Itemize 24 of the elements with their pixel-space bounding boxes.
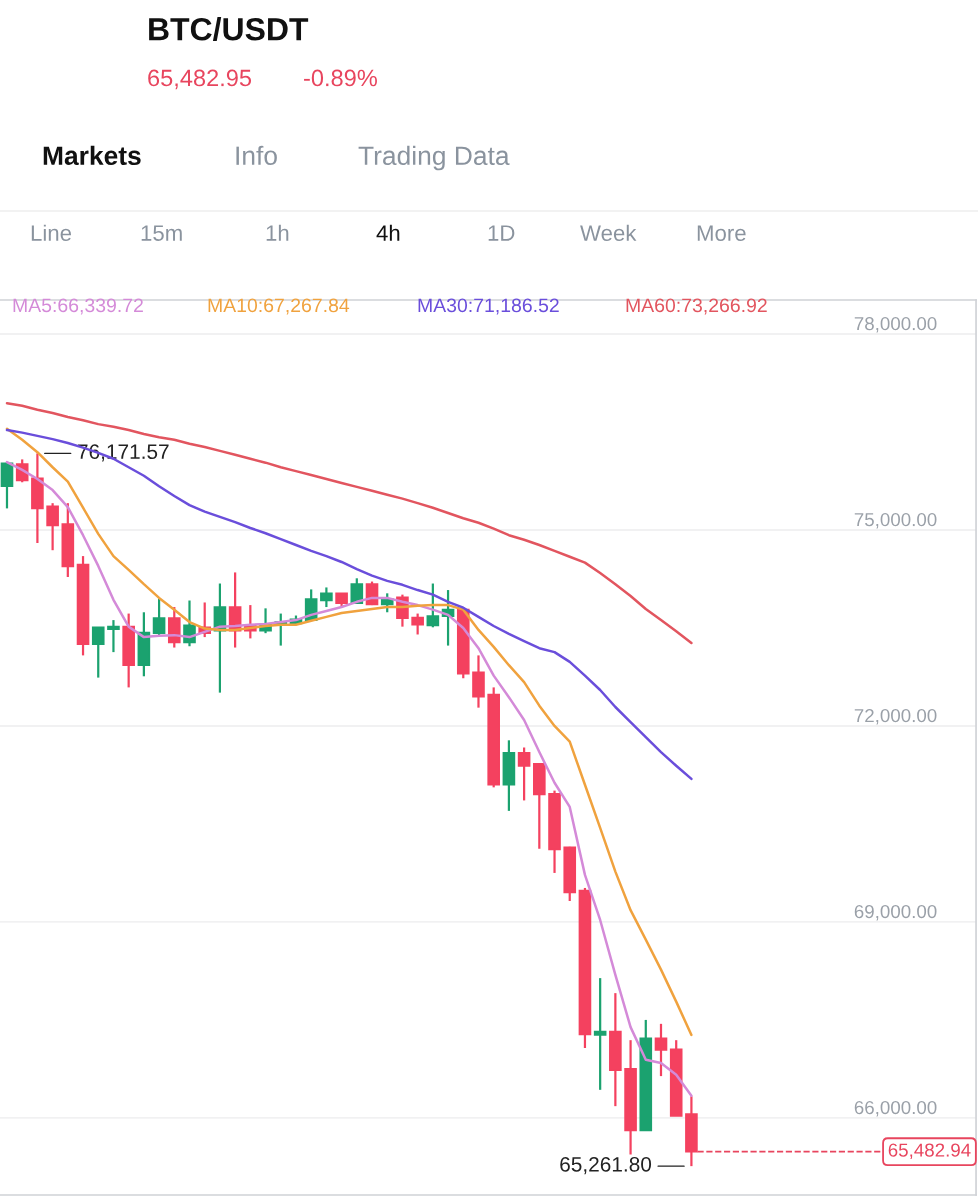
y-tick-label: 75,000.00: [854, 512, 937, 529]
text: 1h: [266, 224, 289, 241]
text: 15m: [141, 225, 182, 241]
text: MA30:71,186.52: [418, 298, 559, 315]
text: MA5:66,339.72: [13, 298, 143, 315]
chart-title: BTC/USDT: [149, 17, 309, 41]
text: Markets: [43, 145, 141, 166]
text: -0.89%: [304, 69, 377, 87]
text: 4h: [376, 224, 400, 241]
y-tick-label: 69,000.00: [854, 904, 937, 921]
text: Line: [31, 224, 72, 241]
y-tick-label: 72,000.00: [854, 708, 937, 725]
y-tick-label: 78,000.00: [854, 316, 937, 333]
text: Trading Data: [358, 145, 510, 171]
text: MA10:67,267.84: [208, 298, 350, 315]
text: MA60:73,266.92: [626, 298, 767, 315]
ref-line-label: 65,482.94: [888, 1143, 971, 1159]
text: Info: [236, 145, 277, 166]
chart-subtitle: 65,482.95: [148, 69, 252, 90]
y-tick-label: 66,000.00: [854, 1100, 937, 1117]
text: 1D: [488, 225, 515, 241]
text: More: [697, 225, 746, 241]
annotation: 65,261.80: [560, 1156, 652, 1175]
text: Week: [580, 224, 637, 241]
